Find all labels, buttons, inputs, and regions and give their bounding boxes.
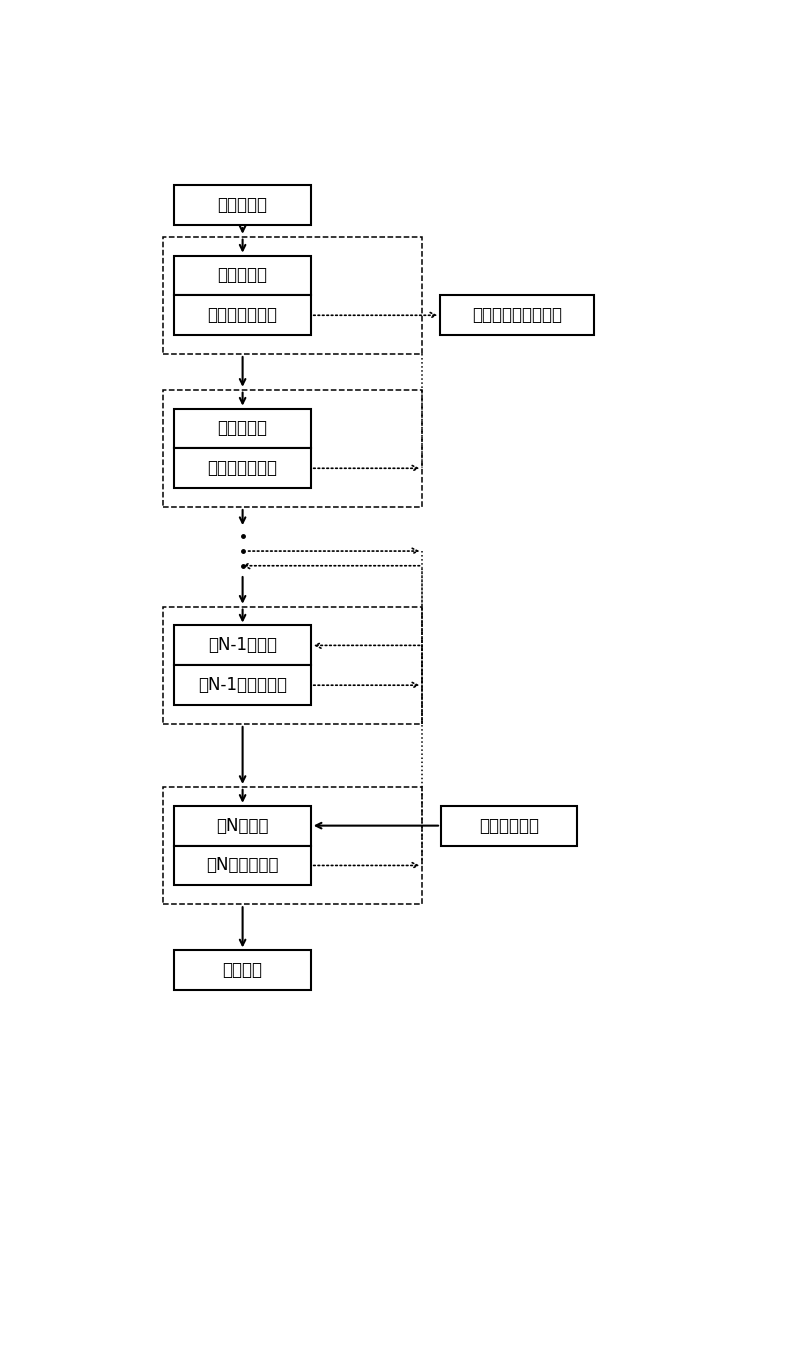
Bar: [441, 806, 578, 845]
Text: 最终得到的戚糖溶液: 最终得到的戚糖溶液: [472, 306, 562, 324]
Text: 第N级水解: 第N级水解: [216, 817, 269, 834]
Bar: [174, 666, 310, 705]
Text: 第一级固液分离: 第一级固液分离: [208, 306, 278, 324]
Text: 农林废弃物: 农林废弃物: [218, 196, 267, 214]
Bar: [440, 295, 594, 335]
Text: 第N级固液分离: 第N级固液分离: [206, 856, 279, 875]
Bar: [174, 408, 310, 448]
Text: 第二级水解: 第二级水解: [218, 419, 267, 437]
Bar: [163, 787, 422, 904]
Bar: [174, 295, 310, 335]
Text: 第二级固液分离: 第二级固液分离: [208, 459, 278, 478]
Bar: [174, 950, 310, 991]
Text: 第N-1级水解: 第N-1级水解: [208, 637, 277, 655]
Bar: [174, 626, 310, 666]
Text: 纤维素渣: 纤维素渣: [222, 961, 262, 980]
Bar: [163, 607, 422, 724]
Bar: [163, 237, 422, 354]
Text: 第N-1级固液分离: 第N-1级固液分离: [198, 676, 287, 694]
Bar: [174, 806, 310, 845]
Text: 第一级水解: 第一级水解: [218, 267, 267, 284]
Bar: [174, 448, 310, 489]
Bar: [174, 256, 310, 295]
Bar: [163, 389, 422, 508]
Bar: [174, 185, 310, 225]
Text: 新配置的酸液: 新配置的酸液: [479, 817, 539, 834]
Bar: [174, 845, 310, 886]
